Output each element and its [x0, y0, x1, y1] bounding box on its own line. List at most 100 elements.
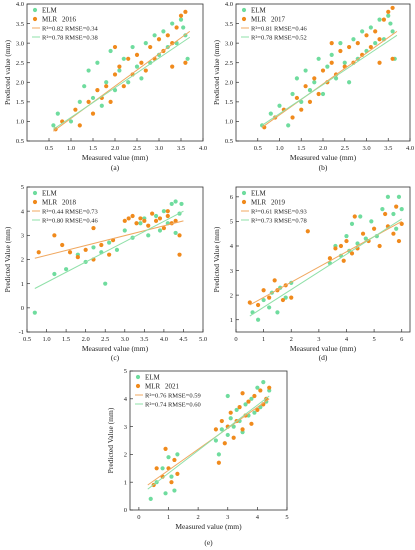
legend-stats: R²=0.74 RMSE=0.60 [145, 402, 201, 409]
x-tick-label: 0 [234, 336, 237, 343]
y-tick-label: 2 [124, 452, 127, 459]
fit-line-elm [261, 34, 398, 126]
point-mlr [396, 238, 402, 244]
point-elm [386, 13, 391, 18]
point-elm [90, 95, 96, 101]
legend-marker-mlr [241, 16, 247, 22]
point-elm [338, 41, 343, 46]
legend-marker-mlr [32, 199, 38, 205]
point-mlr [177, 252, 182, 257]
y-tick-label: 2.0 [225, 79, 233, 86]
point-mlr [347, 44, 352, 50]
point-elm [122, 228, 127, 233]
point-elm [249, 396, 254, 401]
point-mlr [126, 56, 131, 61]
legend-year: 2017 [271, 16, 286, 24]
point-mlr [91, 225, 96, 231]
legend-stats: R²=0.78 RMSE=0.52 [251, 35, 307, 42]
y-axis-label: Predicted Value (mm) [3, 226, 12, 292]
point-elm [283, 295, 288, 300]
point-elm [169, 474, 174, 479]
point-mlr [240, 391, 245, 396]
x-tick-label: 4.0 [406, 145, 414, 152]
y-tick-label: 0.5 [16, 138, 24, 145]
point-mlr [290, 115, 295, 120]
point-elm [178, 17, 184, 22]
point-elm [275, 310, 280, 315]
point-elm [161, 29, 166, 34]
point-elm [134, 64, 140, 69]
y-tick-label: 2.5 [225, 60, 233, 67]
fit-line-mlr [147, 398, 270, 486]
x-tick-label: 2 [290, 336, 293, 343]
point-mlr [213, 427, 219, 432]
point-mlr [289, 295, 294, 300]
point-mlr [126, 216, 131, 221]
x-tick-label: 2.5 [101, 336, 109, 343]
point-mlr [156, 37, 162, 42]
point-elm [396, 194, 402, 199]
point-mlr [146, 223, 151, 228]
point-mlr [174, 25, 179, 30]
legend-label-elm: ELM [145, 374, 161, 382]
fit-line-elm [53, 36, 191, 130]
point-mlr [338, 243, 344, 249]
y-tick-label: 6 [230, 194, 234, 201]
x-tick-label: 0.5 [45, 145, 53, 152]
point-mlr [299, 107, 304, 112]
panel-caption: (d) [319, 353, 328, 362]
point-elm [358, 214, 363, 219]
point-mlr [130, 213, 135, 219]
point-elm [112, 88, 118, 93]
point-elm [390, 29, 395, 34]
point-mlr [153, 218, 159, 223]
panel-caption: (a) [111, 163, 120, 172]
y-tick-label: 4.0 [225, 1, 233, 8]
plot-frame [129, 370, 288, 511]
point-elm [163, 491, 168, 496]
x-tick-label: 3.5 [140, 336, 148, 343]
point-mlr [383, 211, 388, 217]
point-elm [139, 76, 144, 81]
point-elm [333, 76, 339, 81]
point-mlr [165, 209, 170, 214]
point-elm [380, 207, 385, 212]
point-elm [303, 68, 308, 73]
y-axis-label: Predicted Value (mm) [212, 226, 221, 292]
x-tick-label: 3 [317, 336, 320, 343]
point-elm [347, 80, 352, 85]
legend-stats: R²=0.73 RMSE=0.78 [251, 218, 307, 225]
point-mlr [108, 99, 113, 104]
y-tick-label: 4 [230, 243, 234, 250]
legend-stats: R²=0.81 RMSE=0.46 [251, 26, 307, 33]
x-tick-label: 4 [345, 336, 349, 343]
point-elm [216, 452, 221, 457]
point-mlr [394, 204, 399, 209]
legend-stats: R²=0.76 RMSE=0.59 [145, 393, 201, 400]
point-elm [68, 119, 74, 124]
y-tick-label: 4.0 [16, 1, 24, 8]
legend-marker-elm [32, 190, 38, 196]
point-elm [103, 281, 108, 286]
legend-year: 2019 [271, 199, 286, 207]
point-elm [225, 393, 230, 399]
legend-marker-mlr [241, 199, 247, 205]
point-elm [107, 240, 112, 245]
point-mlr [170, 41, 175, 46]
point-mlr [341, 258, 346, 263]
point-mlr [150, 211, 155, 216]
y-tick-label: 1.0 [16, 119, 24, 126]
point-elm [320, 91, 326, 97]
point-elm [373, 41, 378, 46]
point-elm [114, 247, 120, 252]
x-tick-label: 2.0 [82, 336, 90, 343]
point-mlr [377, 37, 382, 42]
point-mlr [161, 225, 166, 231]
x-tick-label: 1 [262, 336, 265, 343]
point-elm [153, 213, 159, 219]
point-mlr [73, 107, 78, 112]
panel-caption: (e) [204, 538, 213, 547]
y-tick-label: 1.5 [225, 99, 233, 106]
point-mlr [173, 218, 178, 223]
